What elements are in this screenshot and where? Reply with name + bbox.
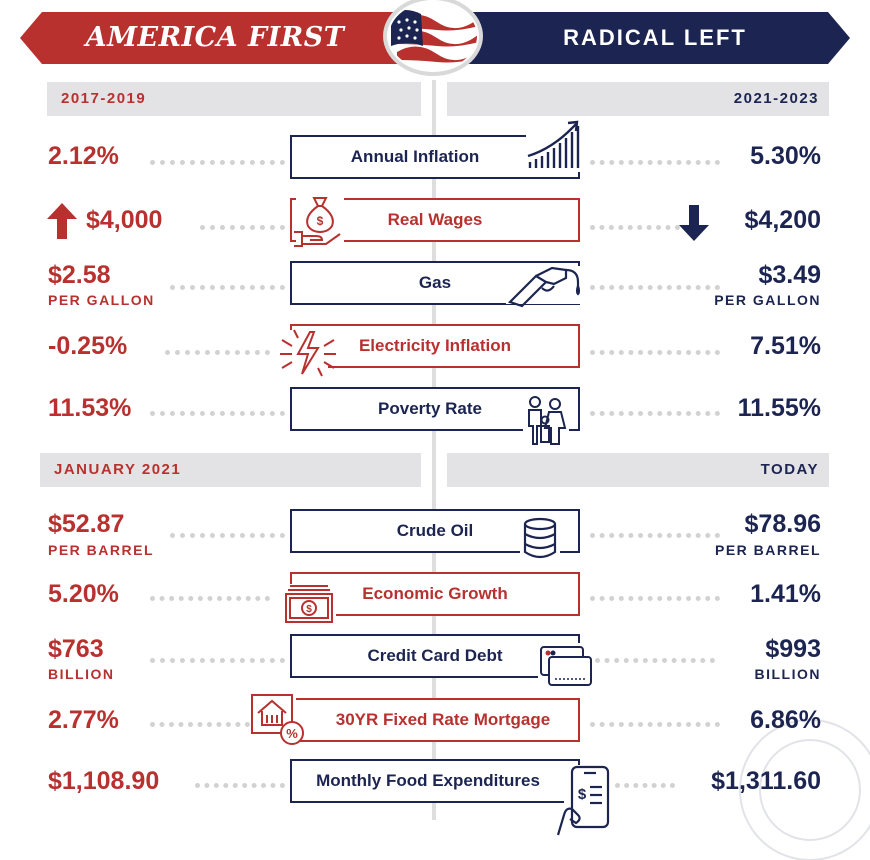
- gas-left-value: $2.58: [48, 261, 111, 289]
- section-2-left-period: JANUARY 2021: [40, 453, 421, 487]
- economic-growth-right-value: 1.41%: [750, 580, 821, 608]
- poverty-rate-right-value: 11.55%: [737, 394, 821, 422]
- section-1-right-period: 2021-2023: [447, 82, 829, 116]
- dot-leader-right: [590, 285, 720, 290]
- food-expenditures-label-text: Monthly Food Expenditures: [316, 771, 540, 790]
- dot-leader-right: [590, 596, 720, 601]
- center-divider: [432, 80, 436, 820]
- economic-growth-label: Economic Growth: [290, 572, 580, 616]
- house-percent-icon: %: [250, 693, 304, 745]
- mortgage-label: 30YR Fixed Rate Mortgage: [290, 698, 580, 742]
- dot-leader-right: [590, 350, 720, 355]
- dot-leader-right: [590, 722, 720, 727]
- gas-label-text: Gas: [418, 273, 452, 292]
- electricity-inflation-right-value: 7.51%: [750, 332, 821, 360]
- annual-inflation-right-value: 5.30%: [750, 142, 821, 170]
- cash-stack-icon: $: [282, 584, 336, 626]
- down-arrow-icon: [679, 205, 709, 241]
- crude-oil-right-unit: PER BARREL: [714, 542, 821, 558]
- up-arrow-icon: [47, 203, 77, 239]
- crude-oil-label-text: Crude Oil: [396, 521, 474, 540]
- svg-text:%: %: [286, 726, 298, 741]
- credit-card-debt-left-value: $763: [48, 635, 104, 663]
- gas-nozzle-icon: [506, 266, 582, 308]
- america-first-banner: [20, 12, 400, 64]
- svg-text:$: $: [578, 786, 587, 803]
- american-flag-icon: [389, 2, 477, 70]
- crude-oil-left-unit: PER BARREL: [48, 542, 155, 558]
- mortgage-left-value: 2.77%: [48, 706, 119, 734]
- dot-leader-right: [590, 411, 720, 416]
- mortgage-label-text: 30YR Fixed Rate Mortgage: [335, 710, 551, 729]
- dot-leader-left: [150, 411, 285, 416]
- crude-oil-right-value: $78.96: [744, 510, 821, 538]
- dot-leader-left: [170, 285, 285, 290]
- credit-card-debt-label: Credit Card Debt: [290, 634, 580, 678]
- food-expenditures-right-value: $1,311.60: [711, 767, 821, 795]
- electricity-inflation-label-text: Electricity Inflation: [358, 336, 512, 355]
- radical-left-title: RADICAL LEFT: [563, 25, 747, 50]
- crude-oil-left-value: $52.87: [48, 510, 125, 538]
- oil-barrel-stack-icon: [520, 516, 560, 560]
- poverty-rate-left-value: 11.53%: [48, 394, 132, 422]
- food-expenditures-left-value: $1,108.90: [48, 767, 160, 795]
- dot-leader-left: [170, 533, 285, 538]
- poverty-rate-label-text: Poverty Rate: [378, 399, 482, 418]
- section-1-left-period: 2017-2019: [47, 82, 421, 116]
- credit-card-debt-label-text: Credit Card Debt: [367, 646, 503, 665]
- gas-right-value: $3.49: [758, 261, 821, 289]
- electricity-inflation-label: Electricity Inflation: [290, 324, 580, 368]
- dot-leader-left: [150, 722, 250, 727]
- real-wages-label-text: Real Wages: [387, 210, 483, 229]
- dot-leader-left: [195, 783, 285, 788]
- credit-card-debt-right-unit: BILLION: [754, 666, 821, 682]
- credit-card-debt-right-value: $993: [765, 635, 821, 663]
- dot-leader-left: [200, 225, 285, 230]
- svg-text:$: $: [317, 214, 324, 228]
- dot-leader-left: [150, 596, 270, 601]
- credit-card-debt-left-unit: BILLION: [48, 666, 115, 682]
- family-icon: [523, 394, 569, 446]
- dot-leader-right: [590, 533, 720, 538]
- radical-left-banner: [465, 12, 850, 64]
- electricity-inflation-left-value: -0.25%: [48, 332, 128, 360]
- annual-inflation-label-text: Annual Inflation: [350, 147, 480, 166]
- dot-leader-right: [590, 225, 680, 230]
- phone-receipt-icon: $: [556, 765, 612, 836]
- dot-leader-right: [590, 160, 720, 165]
- real-wages-right-value: $4,200: [744, 206, 821, 234]
- svg-text:$: $: [306, 604, 312, 615]
- dot-leader-left: [165, 350, 270, 355]
- dot-leader-left: [150, 658, 285, 663]
- dot-leader-right: [595, 658, 715, 663]
- america-first-title: AMERICA FIRST: [85, 22, 345, 53]
- section-2-right-period: TODAY: [447, 453, 829, 487]
- dot-leader-right: [615, 783, 675, 788]
- gas-right-unit: PER GALLON: [714, 292, 821, 308]
- annual-inflation-left-value: 2.12%: [48, 142, 119, 170]
- dot-leader-left: [150, 160, 285, 165]
- economic-growth-left-value: 5.20%: [48, 580, 119, 608]
- flag-logo: [383, 0, 483, 76]
- economic-growth-label-text: Economic Growth: [362, 584, 508, 603]
- food-expenditures-label: Monthly Food Expenditures: [290, 759, 580, 803]
- money-bag-hand-icon: $: [294, 194, 344, 247]
- lightning-bolt-icon: [280, 329, 336, 377]
- gas-left-unit: PER GALLON: [48, 292, 155, 308]
- real-wages-left-value: $4,000: [86, 206, 163, 234]
- credit-cards-icon: [538, 643, 594, 689]
- mortgage-right-value: 6.86%: [750, 706, 821, 734]
- rising-bar-chart-icon: [526, 120, 582, 172]
- watermark-seal: [739, 719, 870, 860]
